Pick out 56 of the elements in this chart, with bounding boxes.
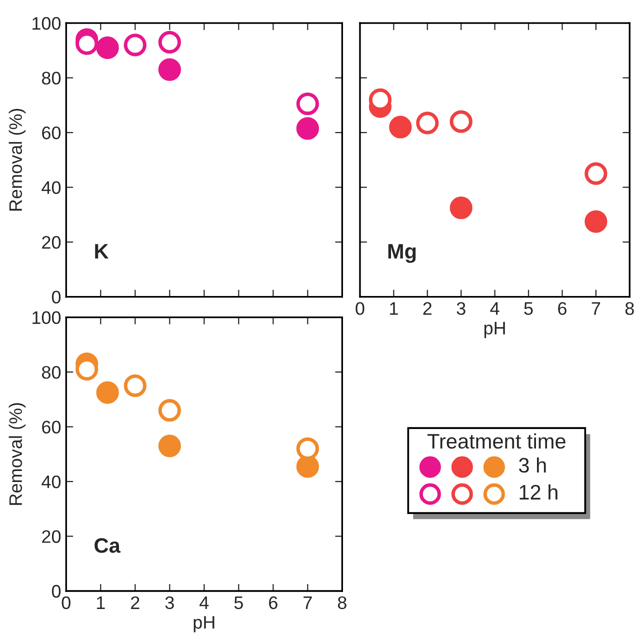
legend-label: 3 h [518,457,546,473]
point [158,30,181,54]
x-tick-label: 8 [338,596,346,610]
point [124,374,146,398]
x-tick-label: 3 [456,302,466,315]
point [296,117,319,140]
annotation: K [95,244,109,258]
x-tick-label: 2 [423,302,432,315]
annotation: Ca [94,538,121,553]
y-tick-label: 40 [42,181,61,194]
y-tick-label: 80 [42,72,61,85]
x-tick-label: 4 [200,596,209,609]
y-tick-label: 100 [32,311,61,324]
x-tick-label: 0 [62,596,70,610]
y-tick-label: 80 [42,366,61,379]
x-tick-label: 7 [304,596,312,609]
y-tick-label: 100 [32,17,61,30]
point [124,34,146,56]
point [584,162,608,185]
point [450,110,472,133]
x-tick-label: 3 [165,596,174,610]
x-tick-label: 6 [558,302,566,315]
x-tick-label: 5 [524,302,533,315]
point [416,112,439,134]
y-tick-label: 60 [42,126,61,140]
x-axis-title: pH [484,322,505,338]
x-tick-label: 2 [131,596,140,609]
y-tick-label: 20 [42,236,61,249]
point [158,58,181,81]
point [158,399,181,422]
y-tick-label: 60 [42,420,61,434]
x-tick-label: 4 [490,302,500,315]
x-tick-label: 6 [269,596,278,610]
legend-title: Treatment time [427,433,566,449]
y-tick-label: 40 [42,475,61,488]
y-axis-title: Removal (%) [8,108,26,211]
point [389,116,412,138]
x-tick-label: 5 [234,596,243,610]
y-axis-title: Removal (%) [8,403,26,505]
point [158,434,181,458]
x-axis-title: pH [194,616,214,632]
y-tick-label: 20 [42,530,61,543]
x-tick-label: 1 [97,596,105,609]
point [584,210,608,233]
x-tick-label: 1 [390,302,398,315]
legend-label: 12 h [520,484,558,500]
x-tick-label: 8 [625,302,634,315]
point [96,36,119,60]
y-tick-label: 0 [52,290,61,304]
point [450,196,472,220]
point [96,381,119,404]
y-tick-label: 0 [52,584,61,598]
x-tick-label: 7 [592,302,600,315]
annotation: Mg [388,244,416,263]
x-tick-label: 0 [356,302,364,315]
point [296,92,319,116]
